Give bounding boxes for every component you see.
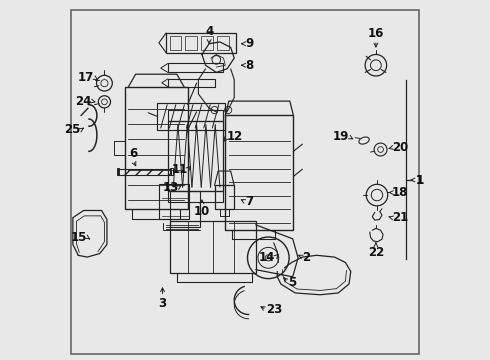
Bar (125, 87, 188, 209)
Bar (159, 184, 190, 220)
Text: 5: 5 (288, 276, 296, 289)
Bar (168, 191, 223, 202)
Text: 6: 6 (129, 147, 137, 160)
Text: 23: 23 (267, 303, 283, 316)
Text: 25: 25 (64, 123, 81, 136)
Bar (170, 36, 181, 50)
Bar (168, 79, 215, 87)
Text: 21: 21 (392, 211, 408, 224)
Text: 4: 4 (205, 25, 213, 39)
Circle shape (265, 255, 271, 261)
Bar (215, 185, 234, 209)
Bar (225, 116, 294, 230)
Bar (168, 63, 223, 72)
Bar (217, 36, 228, 50)
Bar (186, 36, 197, 50)
Text: 12: 12 (227, 130, 244, 144)
Bar (170, 191, 200, 226)
Text: 19: 19 (333, 130, 349, 144)
Bar (157, 103, 225, 130)
Bar (168, 110, 223, 121)
Bar (168, 121, 223, 191)
Text: 22: 22 (368, 246, 384, 259)
Text: 1: 1 (416, 174, 423, 186)
Text: 15: 15 (71, 231, 87, 244)
Text: 10: 10 (194, 205, 210, 218)
Text: 14: 14 (259, 251, 275, 264)
Text: 1: 1 (416, 174, 423, 186)
Bar (166, 33, 236, 53)
Text: 8: 8 (245, 59, 253, 72)
Bar (117, 168, 120, 175)
Text: 2: 2 (302, 251, 311, 264)
Bar (201, 36, 213, 50)
Bar (170, 221, 256, 273)
Text: 20: 20 (392, 141, 408, 154)
Bar (118, 169, 172, 175)
Text: 17: 17 (78, 71, 95, 84)
Text: 9: 9 (245, 37, 253, 50)
Bar (171, 168, 173, 175)
Text: 24: 24 (75, 95, 92, 108)
Text: 3: 3 (158, 297, 167, 310)
Text: 18: 18 (392, 186, 408, 199)
Text: 16: 16 (368, 27, 384, 40)
Text: 7: 7 (245, 195, 253, 208)
Text: 11: 11 (172, 163, 188, 176)
Text: 13: 13 (162, 181, 179, 194)
